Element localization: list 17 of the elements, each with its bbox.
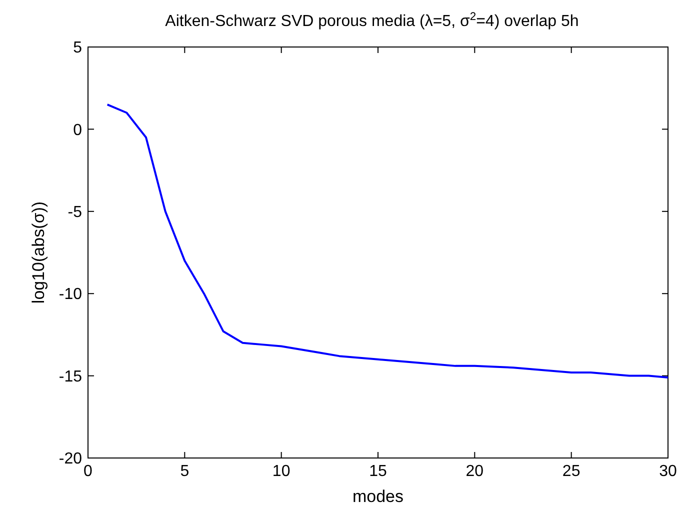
- y-tick-label: -10: [58, 286, 82, 304]
- line-series: [106, 104, 669, 378]
- y-tick-label: 0: [73, 122, 82, 139]
- y-tick-label: -20: [58, 450, 82, 468]
- y-tick-label: -15: [58, 368, 82, 386]
- y-tick-label: 5: [73, 40, 82, 57]
- chart-title: Aitken-Schwarz SVD porous media (λ=5, σ$^{2}$=4) overlap 5h: [165, 11, 579, 30]
- x-tick-label: 20: [466, 463, 484, 480]
- y-tick-label: -5: [68, 204, 82, 221]
- x-tick-label: 30: [659, 463, 677, 480]
- x-tick-label: 10: [272, 463, 290, 480]
- x-tick-label: 15: [369, 463, 387, 480]
- x-tick-label: 5: [180, 463, 190, 480]
- x-tick-label: 0: [84, 463, 93, 480]
- x-tick-label: 25: [562, 463, 580, 480]
- x-axis-title: modes: [352, 487, 404, 506]
- y-axis-title: log10(abs(σ)): [29, 201, 48, 304]
